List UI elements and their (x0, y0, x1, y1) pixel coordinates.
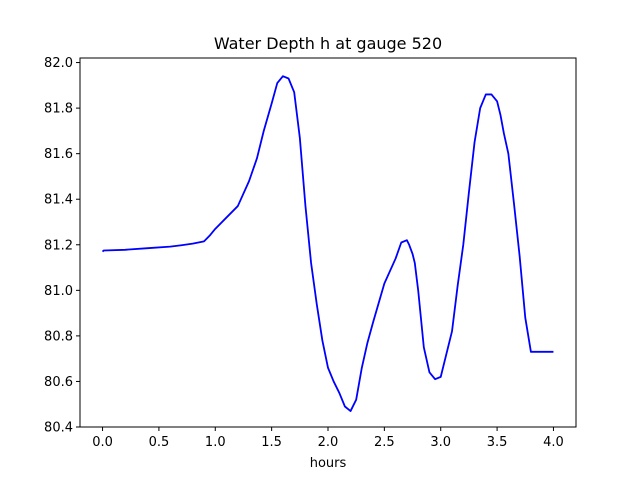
y-tick-label: 82.0 (44, 56, 73, 71)
x-tick-label: 2.0 (318, 435, 339, 450)
chart-title: Water Depth h at gauge 520 (214, 34, 442, 53)
y-tick-label: 81.8 (44, 102, 73, 117)
y-tick-label: 80.4 (44, 421, 73, 436)
series-line-0 (101, 75, 554, 412)
y-tick-label: 80.6 (44, 375, 73, 390)
y-tick-label: 81.2 (44, 238, 73, 253)
x-tick-label: 2.5 (374, 435, 395, 450)
y-tick-label: 80.8 (44, 329, 73, 344)
x-tick-label: 1.0 (205, 435, 226, 450)
axis-ticks: 0.0 0.5 1.0 1.5 2.0 2.5 3.0 3.5 4.0 80.4 80.6 80.8 8… (44, 56, 564, 450)
y-tick-label: 81.6 (44, 147, 73, 162)
x-tick-label: 3.5 (487, 435, 508, 450)
plot-area (101, 75, 554, 412)
x-axis-label: hours (310, 456, 347, 471)
y-tick-label: 81.4 (44, 193, 73, 208)
x-tick-label: 0.0 (92, 435, 113, 450)
plot-frame (79, 57, 577, 428)
x-tick-label: 4.0 (543, 435, 564, 450)
y-tick-label: 81.0 (44, 284, 73, 299)
x-tick-label: 0.5 (149, 435, 170, 450)
x-tick-label: 1.5 (261, 435, 282, 450)
x-tick-label: 3.0 (430, 435, 451, 450)
